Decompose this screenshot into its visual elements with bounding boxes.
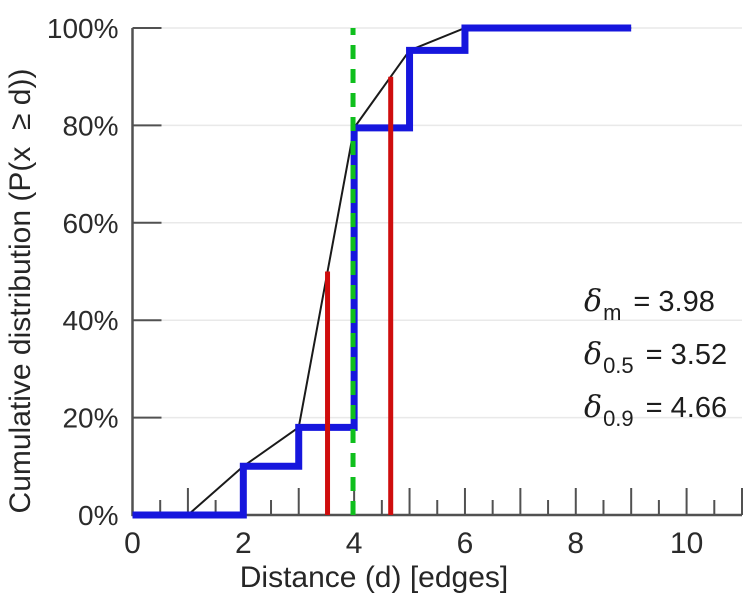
x-tick-label-2: 2 <box>235 527 252 560</box>
x-axis-label: Distance (d) [edges] <box>239 561 509 594</box>
y-tick-labels: 0% 20% 40% 60% 80% 100% <box>47 13 119 531</box>
x-tick-label-0: 0 <box>124 527 141 560</box>
x-tick-label-10: 10 <box>670 527 703 560</box>
y-tick-label-80: 80% <box>62 110 118 141</box>
x-tick-labels: 0 2 4 6 8 10 <box>124 527 703 560</box>
y-gridlines <box>132 27 742 419</box>
y-axis-ticks <box>132 27 162 516</box>
delta-value: = 3.98 <box>633 286 715 318</box>
stats-annotations: δm = 3.98 δ0.5 = 3.52 δ0.9 = 4.66 <box>584 284 749 444</box>
delta-subscript: m <box>603 300 622 325</box>
empirical-cdf-line <box>132 24 632 519</box>
delta-symbol: δ <box>584 337 603 372</box>
x-tick-label-6: 6 <box>457 527 474 560</box>
x-axis-ticks <box>131 488 743 515</box>
x-tick-label-8: 8 <box>567 527 584 560</box>
delta-symbol: δ <box>584 390 603 425</box>
annotation-delta-median: δ0.5 = 3.52 <box>584 337 727 379</box>
delta-value: = 3.52 <box>645 339 728 371</box>
y-tick-label-100: 100% <box>47 13 119 44</box>
delta-value: = 4.66 <box>645 392 728 424</box>
x-tick-label-4: 4 <box>346 527 363 560</box>
delta-symbol: δ <box>584 284 603 319</box>
delta-subscript: 0.9 <box>603 406 634 431</box>
annotation-delta-p90: δ0.9 = 4.66 <box>584 390 727 432</box>
annotation-delta-mean: δm = 3.98 <box>584 284 715 326</box>
delta-subscript: 0.5 <box>603 353 634 378</box>
y-tick-label-0: 0% <box>78 500 118 531</box>
y-axis-label: Cumulative distribution (P(x ≥ d)) <box>4 68 37 514</box>
y-tick-label-40: 40% <box>62 305 118 336</box>
y-tick-label-60: 60% <box>62 208 118 239</box>
y-tick-label-20: 20% <box>62 403 118 434</box>
